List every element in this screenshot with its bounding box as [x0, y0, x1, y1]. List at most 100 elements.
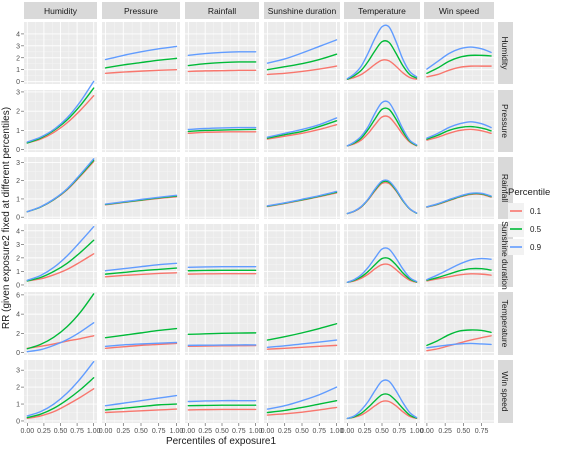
x-tick-label: 0.75 — [152, 428, 166, 435]
row-strip — [498, 360, 513, 423]
series-line-0.9 — [266, 386, 338, 410]
x-tick-label: 1.00 — [410, 428, 424, 435]
series-line-0.1 — [26, 388, 95, 420]
y-tick-label: 0 — [16, 418, 20, 425]
x-tick-label: 0.00 — [420, 428, 434, 435]
series-line-0.1 — [346, 263, 418, 283]
y-tick-label: 2 — [16, 385, 20, 392]
series-line-0.5 — [266, 323, 338, 341]
series-line-0.9 — [266, 39, 338, 64]
series-line-0.5 — [26, 239, 95, 282]
series-line-0.5 — [104, 57, 178, 69]
legend-entry-label: 0.1 — [530, 207, 542, 216]
col-strip-label: Humidity — [44, 6, 78, 16]
col-strip — [424, 2, 494, 19]
col-strip-label: Temperature — [358, 6, 406, 16]
y-tick-label: 2 — [16, 109, 20, 116]
y-tick-label: 1 — [16, 128, 20, 135]
series-line-0.9 — [187, 51, 257, 57]
series-line-0.9 — [266, 339, 338, 349]
series-line-0.9 — [266, 117, 338, 138]
y-tick-label: 1 — [16, 67, 20, 74]
col-strip — [344, 2, 420, 19]
legend-entry-label: 0.9 — [530, 243, 542, 252]
y-tick-label: 3 — [16, 89, 20, 96]
x-tick-label: 0.50 — [54, 428, 68, 435]
series-line-0.5 — [266, 53, 338, 71]
series-line-0.9 — [346, 100, 418, 147]
panel-background — [424, 157, 494, 219]
series-line-0.9 — [346, 379, 418, 420]
y-tick-label: 1 — [16, 269, 20, 276]
x-tick-label: 0.00 — [261, 428, 275, 435]
x-tick-label: 0.50 — [134, 428, 148, 435]
y-tick-label: 0 — [16, 282, 20, 289]
series-line-0.9 — [426, 192, 492, 208]
panel-background — [424, 360, 494, 423]
y-tick-label: 4 — [16, 228, 20, 235]
legend-title: Percentile — [508, 187, 550, 198]
series-line-0.1 — [266, 123, 338, 140]
series-line-0.9 — [104, 341, 178, 348]
x-tick-label: 0.25 — [37, 428, 51, 435]
col-strip-label: Sunshine duration — [268, 6, 337, 16]
panel-background — [424, 22, 494, 84]
series-line-0.1 — [266, 65, 338, 76]
series-line-0.5 — [266, 120, 338, 139]
series-line-0.5 — [346, 393, 418, 420]
series-line-0.5 — [426, 54, 492, 74]
series-line-0.9 — [26, 322, 95, 353]
row-strip-label: Rainfall — [500, 174, 510, 202]
y-tick-label: 3 — [16, 160, 20, 167]
x-tick-label: 0.00 — [182, 428, 196, 435]
series-line-0.9 — [266, 190, 338, 207]
series-line-0.5 — [26, 293, 95, 350]
series-line-0.1 — [104, 68, 178, 74]
series-line-0.9 — [104, 262, 178, 272]
series-line-0.5 — [426, 125, 492, 140]
col-strip — [102, 2, 180, 19]
series-line-0.9 — [187, 265, 257, 269]
series-line-0.1 — [266, 344, 338, 350]
row-strip — [498, 90, 513, 152]
y-tick-label: 6 — [16, 292, 20, 299]
x-tick-label: 0.00 — [99, 428, 113, 435]
x-tick-label: 0.00 — [21, 428, 35, 435]
series-line-0.5 — [266, 399, 338, 414]
x-tick-label: 1.00 — [249, 428, 263, 435]
series-line-0.5 — [346, 40, 418, 80]
series-line-0.5 — [26, 377, 95, 419]
panels-layer: Humidity Pressure Rainfall Sunshine duratio… — [16, 2, 513, 435]
series-line-0.9 — [187, 399, 257, 403]
legend: Percentile 0.1 0.5 0.9 — [508, 187, 550, 255]
series-line-0.9 — [26, 158, 95, 213]
col-strip — [24, 2, 97, 19]
col-strip-label: Rainfall — [208, 6, 236, 16]
x-tick-label: 0.50 — [295, 428, 309, 435]
series-line-0.5 — [187, 128, 257, 133]
y-tick-label: 4 — [16, 312, 20, 319]
y-tick-label: 0 — [16, 215, 20, 222]
row-strip-label: Humidity — [500, 36, 510, 70]
series-line-0.1 — [26, 253, 95, 282]
series-line-0.1 — [104, 342, 178, 349]
y-tick-label: 3 — [16, 242, 20, 249]
x-tick-label: 0.25 — [278, 428, 292, 435]
row-strip — [498, 292, 513, 355]
series-line-0.1 — [187, 69, 257, 73]
row-strip-label: Pressure — [500, 104, 510, 138]
y-tick-label: 2 — [16, 255, 20, 262]
y-tick-label: 4 — [16, 31, 20, 38]
series-line-0.1 — [426, 65, 492, 78]
x-tick-label: 0.25 — [116, 428, 130, 435]
series-line-0.5 — [104, 267, 178, 275]
y-tick-label: 3 — [16, 43, 20, 50]
series-line-0.5 — [187, 61, 257, 67]
series-line-0.5 — [346, 257, 418, 283]
x-tick-label: 0.75 — [475, 428, 489, 435]
col-strip — [264, 2, 340, 19]
x-tick-label: 0.75 — [392, 428, 406, 435]
series-line-0.5 — [346, 107, 418, 147]
y-tick-label: 3 — [16, 368, 20, 375]
series-line-0.1 — [187, 344, 257, 348]
